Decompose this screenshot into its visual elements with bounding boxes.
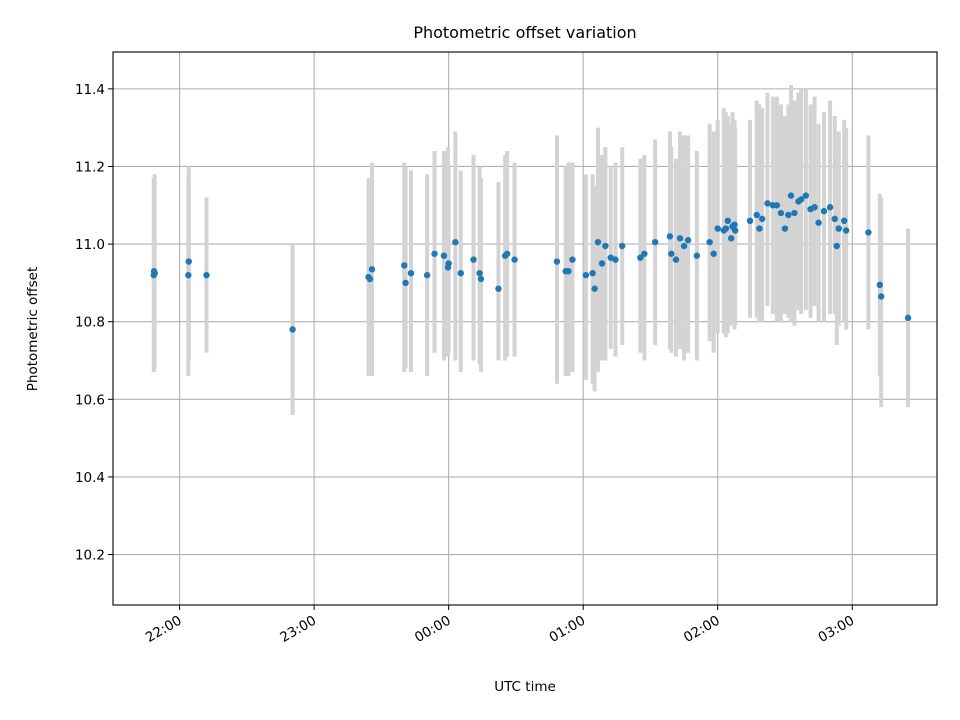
data-point [511, 256, 518, 263]
data-point [402, 279, 409, 287]
data-point [589, 270, 596, 277]
data-point [815, 219, 822, 226]
data-point [831, 215, 838, 223]
data-point [470, 256, 477, 263]
data-point [457, 270, 464, 277]
data-point [591, 285, 598, 292]
data-point [476, 270, 483, 277]
data-point [777, 209, 785, 217]
x-tick-label: 03:00 [816, 613, 858, 646]
data-point [289, 326, 296, 333]
y-axis-label: Photometric offset [25, 267, 41, 391]
data-point [731, 221, 738, 228]
data-point [366, 275, 374, 283]
data-point [684, 237, 692, 244]
data-point [791, 209, 798, 217]
data-point [732, 227, 739, 234]
data-point [693, 252, 701, 259]
data-point [785, 211, 792, 219]
data-point [203, 271, 210, 279]
data-point [440, 252, 448, 259]
data-point [495, 285, 502, 292]
data-point [666, 233, 674, 240]
data-point [618, 242, 626, 250]
y-tick-label: 11.2 [75, 159, 105, 175]
data-point [423, 271, 431, 279]
x-tick-label: 02:00 [681, 613, 723, 646]
data-point [594, 238, 602, 246]
chart-title: Photometric offset variation [413, 23, 636, 42]
data-point [641, 250, 648, 257]
y-tick-label: 10.2 [75, 548, 105, 564]
data-point [452, 238, 459, 246]
data-point [876, 281, 884, 289]
data-point [612, 256, 619, 263]
data-point [637, 254, 644, 261]
x-axis-label: UTC time [494, 679, 556, 695]
data-point [602, 242, 609, 250]
data-point [877, 293, 885, 300]
data-point [565, 268, 572, 275]
data-point [582, 271, 590, 279]
data-point [651, 238, 659, 246]
data-point [598, 260, 606, 267]
data-point [764, 200, 771, 207]
x-tick-label: 22:00 [143, 613, 185, 646]
data-point [151, 270, 158, 277]
data-point [503, 250, 511, 257]
data-point [706, 238, 713, 246]
data-point [445, 260, 452, 267]
data-point [904, 314, 912, 322]
data-point [680, 242, 688, 250]
data-point [840, 217, 848, 225]
data-point [802, 192, 810, 199]
data-point [865, 229, 872, 236]
point-layer [150, 192, 912, 333]
data-point [401, 262, 408, 269]
data-point [797, 196, 805, 203]
data-point [756, 225, 763, 232]
data-point [727, 235, 735, 242]
data-point [753, 211, 760, 219]
data-point [811, 204, 818, 211]
data-point [833, 242, 840, 250]
plot-frame [112, 51, 938, 606]
data-point [842, 227, 850, 234]
x-tick-label: 23:00 [277, 613, 319, 646]
data-point [185, 271, 192, 279]
y-tick-label: 11.4 [75, 82, 105, 98]
data-point [710, 250, 717, 257]
data-point [781, 225, 789, 232]
data-point [368, 266, 376, 273]
y-tick-label: 10.8 [75, 315, 105, 331]
data-point [773, 202, 781, 209]
x-tick-label: 00:00 [412, 613, 454, 646]
errorbar-layer [151, 84, 911, 415]
data-point [431, 250, 438, 257]
data-point [185, 258, 192, 265]
data-point [722, 225, 729, 232]
data-point [820, 207, 828, 215]
data-point [553, 258, 561, 265]
data-point [835, 225, 842, 232]
data-point [407, 270, 415, 277]
x-axis: 22:00 23:00 00:00 01:00 02:00 03:00 [143, 605, 857, 646]
data-point [672, 256, 680, 263]
data-point [746, 217, 754, 225]
data-point [787, 192, 795, 199]
data-point [724, 217, 732, 225]
data-point [676, 235, 684, 242]
data-point [826, 204, 834, 211]
x-tick-label: 01:00 [546, 613, 588, 646]
data-point [477, 275, 485, 283]
y-tick-label: 10.6 [75, 392, 105, 408]
y-tick-label: 10.4 [75, 470, 105, 486]
y-tick-label: 11.0 [75, 237, 105, 253]
data-point [758, 215, 766, 223]
data-point [668, 250, 675, 257]
y-axis: 10.2 10.4 10.6 10.8 11.0 11.2 11.4 [75, 82, 113, 564]
data-point [569, 256, 576, 263]
data-point [714, 225, 721, 232]
